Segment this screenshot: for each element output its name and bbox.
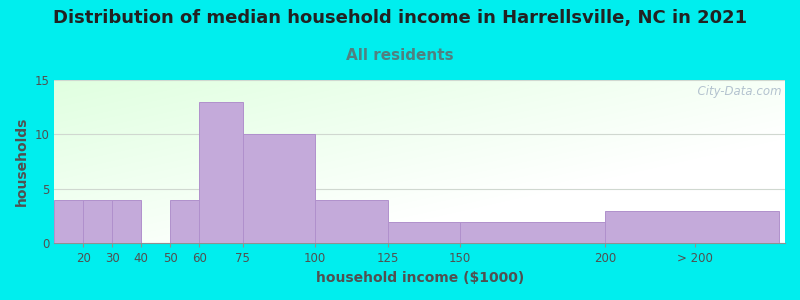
Bar xyxy=(315,200,388,243)
Text: Distribution of median household income in Harrellsville, NC in 2021: Distribution of median household income … xyxy=(53,9,747,27)
Bar xyxy=(170,200,199,243)
Text: All residents: All residents xyxy=(346,48,454,63)
Bar xyxy=(112,200,142,243)
X-axis label: household income ($1000): household income ($1000) xyxy=(315,271,524,285)
Y-axis label: households: households xyxy=(15,117,29,206)
Bar xyxy=(388,222,460,243)
Bar xyxy=(242,134,315,243)
Bar xyxy=(460,222,606,243)
Bar xyxy=(199,102,242,243)
Bar xyxy=(83,200,112,243)
Bar xyxy=(606,211,779,243)
Bar xyxy=(54,200,83,243)
Text: City-Data.com: City-Data.com xyxy=(690,85,782,98)
